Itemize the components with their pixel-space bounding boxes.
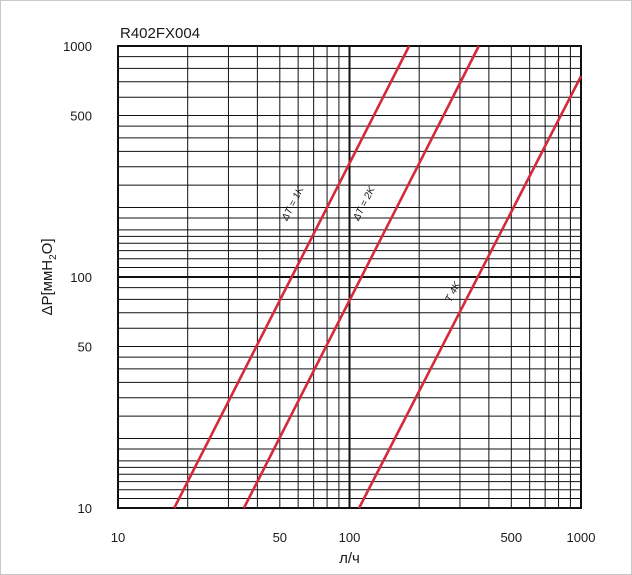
x-tick-label: 500 [500,530,522,545]
y-axis-title: ΔP[ммH2O] [39,238,59,315]
y-tick-label: 100 [70,270,92,285]
series-label-3: T 4K [444,279,464,304]
x-tick-label: 1000 [567,530,596,545]
y-axis-title-main: ΔP[ммH [39,260,56,316]
y-tick-label: 500 [70,109,92,124]
series-line-3 [357,75,583,509]
series-line-1 [173,45,411,509]
y-tick-label: 10 [78,501,92,516]
y-axis-title-sub: 2 [48,254,59,260]
x-tick-label: 50 [273,530,287,545]
x-axis-title: л/ч [339,550,360,567]
y-tick-label: 50 [78,340,92,355]
series-line-2 [242,45,480,509]
x-tick-label: 100 [339,530,361,545]
svg-text:ΔP[ммH2O]: ΔP[ммH2O] [39,238,59,315]
series-layer [173,45,583,509]
grid-major [117,45,582,509]
chart-title: R402FX004 [120,25,200,42]
ticks-layer: 10 50 100 500 1000 10 50 100 500 1000 [63,39,595,545]
plot-border [117,45,582,509]
y-tick-label: 1000 [63,39,92,54]
x-tick-label: 10 [111,530,125,545]
y-axis-title-tail: O] [39,238,56,254]
